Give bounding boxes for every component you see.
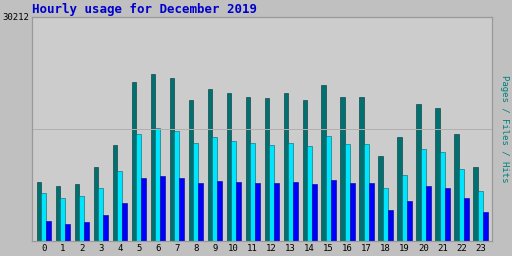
Bar xyxy=(217,180,222,241)
Bar xyxy=(474,167,478,241)
Bar xyxy=(60,198,65,241)
Bar xyxy=(435,108,440,241)
Bar xyxy=(340,97,345,241)
Text: Hourly usage for December 2019: Hourly usage for December 2019 xyxy=(32,3,258,16)
Bar xyxy=(250,143,255,241)
Bar xyxy=(212,137,217,241)
Bar xyxy=(136,134,141,241)
Bar xyxy=(383,188,388,241)
Bar xyxy=(37,182,41,241)
Bar xyxy=(113,145,117,241)
Bar xyxy=(378,156,383,241)
Bar xyxy=(331,180,336,241)
Bar xyxy=(326,136,331,241)
Bar xyxy=(459,169,464,241)
Bar xyxy=(322,86,326,241)
Bar xyxy=(141,178,146,241)
Bar xyxy=(175,132,179,241)
Bar xyxy=(188,100,194,241)
Bar xyxy=(79,196,84,241)
Bar xyxy=(303,100,307,241)
Bar xyxy=(350,184,355,241)
Bar xyxy=(269,145,274,241)
Bar xyxy=(117,171,122,241)
Bar xyxy=(207,89,212,241)
Bar xyxy=(169,78,175,241)
Bar xyxy=(483,212,487,241)
Bar xyxy=(445,188,450,241)
Bar xyxy=(231,141,236,241)
Bar xyxy=(397,137,402,241)
Bar xyxy=(307,146,312,241)
Bar xyxy=(416,104,421,241)
Bar xyxy=(179,178,184,241)
Bar xyxy=(103,216,108,241)
Bar xyxy=(56,186,60,241)
Bar xyxy=(265,98,269,241)
Bar xyxy=(426,186,431,241)
Bar xyxy=(464,198,468,241)
Bar xyxy=(194,143,198,241)
Bar xyxy=(46,221,51,241)
Bar xyxy=(75,184,79,241)
Bar xyxy=(388,210,393,241)
Bar xyxy=(369,184,374,241)
Bar xyxy=(255,183,260,241)
Bar xyxy=(236,182,241,241)
Bar xyxy=(359,97,364,241)
Bar xyxy=(94,167,98,241)
Bar xyxy=(198,184,203,241)
Bar xyxy=(122,203,127,241)
Bar xyxy=(440,152,445,241)
Y-axis label: Pages / Files / Hits: Pages / Files / Hits xyxy=(500,76,509,183)
Bar xyxy=(246,97,250,241)
Bar xyxy=(84,222,89,241)
Bar xyxy=(98,188,103,241)
Bar xyxy=(155,129,160,241)
Bar xyxy=(132,82,136,241)
Bar xyxy=(364,144,369,241)
Bar xyxy=(284,93,288,241)
Bar xyxy=(293,182,298,241)
Bar xyxy=(288,143,293,241)
Bar xyxy=(345,144,350,241)
Bar xyxy=(274,184,279,241)
Bar xyxy=(421,148,426,241)
Bar xyxy=(402,175,407,241)
Bar xyxy=(407,200,412,241)
Bar xyxy=(454,134,459,241)
Bar xyxy=(41,193,46,241)
Bar xyxy=(151,74,155,241)
Bar xyxy=(227,93,231,241)
Bar xyxy=(160,176,165,241)
Bar xyxy=(478,191,483,241)
Bar xyxy=(312,184,317,241)
Bar xyxy=(65,223,70,241)
